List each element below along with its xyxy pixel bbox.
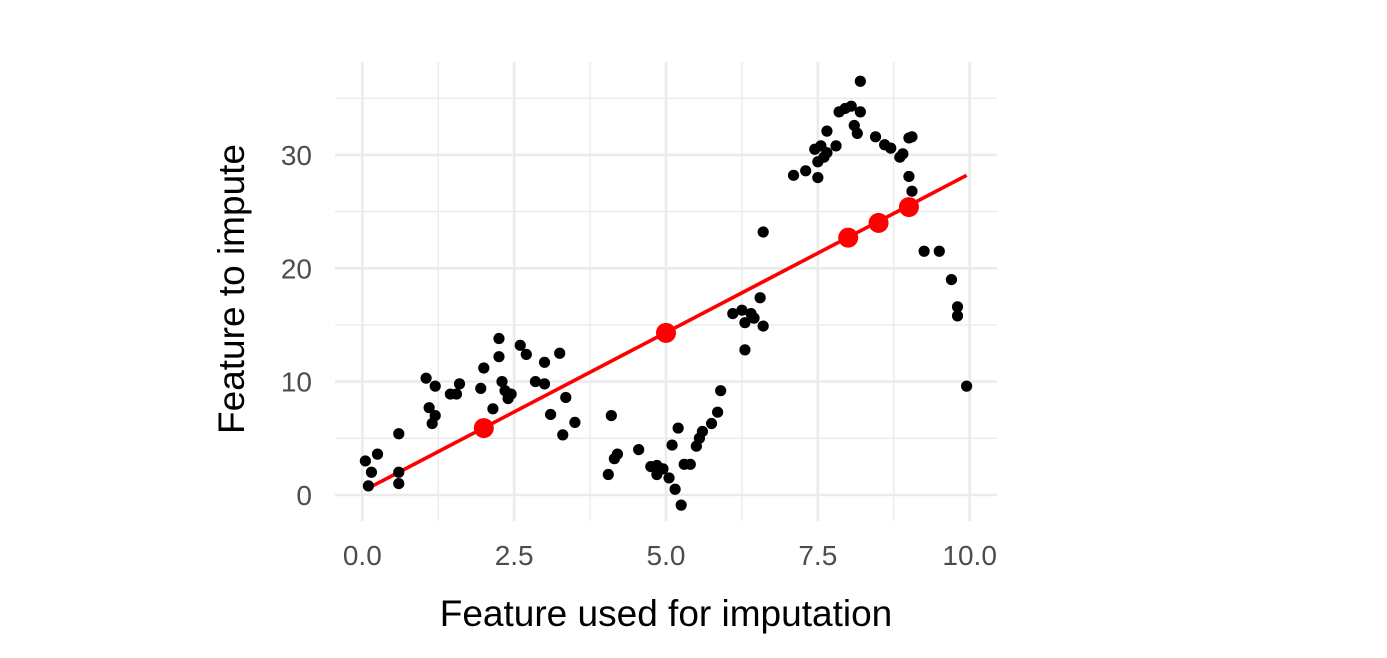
data-point bbox=[450, 388, 463, 400]
data-point bbox=[906, 185, 918, 197]
x-tick-label: 0.0 bbox=[343, 540, 382, 571]
data-point bbox=[611, 448, 624, 460]
x-tick-label: 2.5 bbox=[495, 540, 534, 571]
data-point bbox=[538, 378, 551, 390]
data-point bbox=[487, 403, 499, 415]
x-axis-title: Feature used for imputation bbox=[440, 593, 892, 634]
y-tick-label: 20 bbox=[281, 253, 312, 284]
data-point bbox=[739, 317, 751, 329]
data-point bbox=[362, 480, 375, 492]
data-point bbox=[393, 428, 405, 440]
data-point bbox=[951, 310, 964, 322]
data-point bbox=[393, 466, 405, 478]
y-axis-ticks: 0 10 20 30 bbox=[281, 140, 312, 511]
data-point bbox=[429, 410, 441, 422]
data-point bbox=[712, 406, 724, 418]
data-point bbox=[854, 75, 866, 87]
data-point bbox=[602, 468, 614, 481]
imputed-point bbox=[838, 227, 859, 248]
data-point bbox=[420, 372, 432, 384]
x-axis-ticks: 0.0 2.5 5.0 7.5 10.0 bbox=[343, 540, 997, 571]
data-point bbox=[696, 425, 709, 438]
data-point bbox=[365, 466, 378, 478]
data-point bbox=[560, 391, 572, 404]
data-point bbox=[757, 320, 769, 332]
data-point bbox=[557, 429, 569, 441]
data-point bbox=[787, 169, 800, 181]
data-point bbox=[821, 125, 833, 137]
imputed-point bbox=[473, 418, 494, 439]
data-point bbox=[684, 458, 696, 470]
data-point bbox=[906, 131, 918, 143]
imputed-points bbox=[473, 197, 919, 439]
data-point bbox=[830, 140, 842, 152]
data-point bbox=[933, 245, 945, 257]
data-point bbox=[633, 444, 645, 456]
data-point bbox=[429, 380, 441, 392]
data-point bbox=[520, 348, 532, 360]
data-point bbox=[739, 344, 751, 356]
data-points bbox=[359, 75, 973, 511]
data-point bbox=[663, 472, 675, 484]
data-point bbox=[918, 245, 930, 257]
data-point bbox=[812, 172, 824, 184]
data-point bbox=[800, 165, 812, 177]
x-tick-label: 7.5 bbox=[798, 540, 837, 571]
data-point bbox=[475, 382, 487, 394]
major-gridlines bbox=[335, 62, 997, 521]
data-point bbox=[705, 417, 718, 430]
data-point bbox=[554, 347, 566, 359]
y-tick-label: 10 bbox=[281, 367, 312, 398]
data-point bbox=[672, 422, 684, 434]
x-tick-label: 10.0 bbox=[942, 540, 997, 571]
data-point bbox=[754, 292, 766, 304]
data-point bbox=[869, 131, 882, 143]
data-point bbox=[945, 274, 958, 286]
data-point bbox=[821, 147, 833, 159]
data-point bbox=[359, 455, 371, 467]
data-point bbox=[897, 148, 909, 160]
y-axis-title: Feature to impute bbox=[211, 144, 252, 434]
data-point bbox=[854, 106, 866, 118]
data-point bbox=[423, 402, 435, 414]
data-point bbox=[538, 356, 551, 368]
data-point bbox=[675, 499, 687, 511]
data-point bbox=[505, 388, 517, 400]
data-point bbox=[715, 385, 727, 397]
data-point bbox=[666, 439, 678, 451]
data-point bbox=[727, 308, 739, 320]
data-point bbox=[569, 416, 581, 428]
data-point bbox=[514, 339, 526, 351]
imputed-point bbox=[656, 322, 676, 343]
data-point bbox=[845, 100, 857, 112]
y-tick-label: 0 bbox=[296, 480, 312, 511]
data-point bbox=[605, 410, 617, 422]
data-point bbox=[961, 380, 973, 392]
data-point bbox=[453, 378, 466, 390]
data-point bbox=[951, 301, 964, 313]
x-tick-label: 5.0 bbox=[647, 540, 686, 571]
data-point bbox=[393, 478, 405, 490]
y-tick-label: 30 bbox=[281, 140, 312, 171]
data-point bbox=[529, 376, 542, 388]
imputed-point bbox=[868, 212, 889, 233]
data-point bbox=[885, 142, 897, 154]
data-point bbox=[851, 127, 863, 139]
imputed-point bbox=[898, 197, 919, 218]
data-point bbox=[493, 332, 505, 345]
data-point bbox=[493, 351, 505, 363]
data-point bbox=[748, 312, 760, 324]
data-point bbox=[903, 170, 915, 183]
data-point bbox=[669, 483, 681, 495]
data-point bbox=[496, 376, 508, 388]
data-point bbox=[478, 362, 490, 374]
data-point bbox=[371, 448, 384, 460]
data-point bbox=[736, 304, 748, 316]
data-point bbox=[757, 226, 769, 238]
data-point bbox=[657, 463, 669, 475]
data-point bbox=[545, 408, 557, 421]
